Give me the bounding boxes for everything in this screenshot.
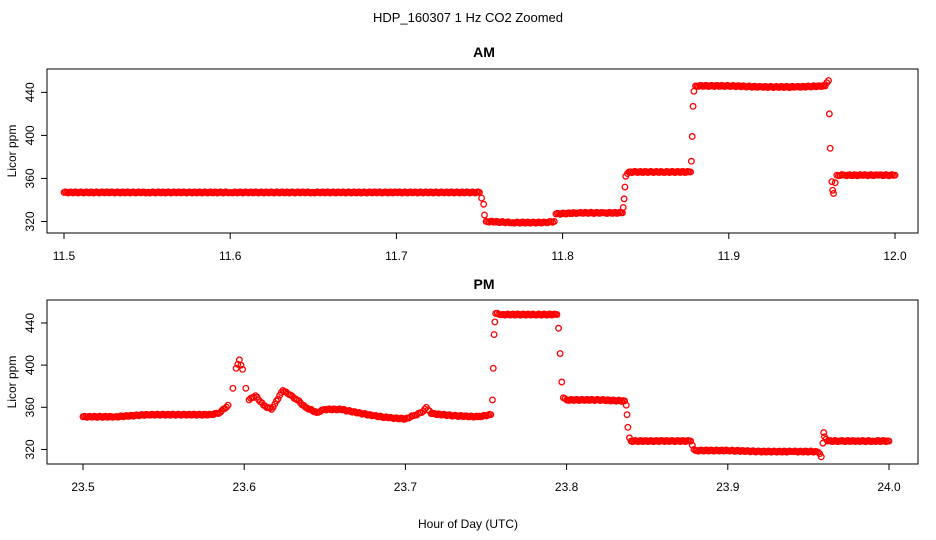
panel-title-am: AM [473, 44, 495, 60]
data-point [488, 396, 496, 404]
y-tick-label: 440 [23, 82, 37, 102]
data-point [266, 404, 274, 412]
y-tick-label: 320 [23, 439, 37, 459]
data-point [688, 441, 696, 449]
data-point [621, 397, 629, 405]
data-point [619, 204, 627, 211]
data-point [621, 183, 629, 191]
plot-frame-pm [46, 299, 919, 465]
data-point [814, 448, 822, 456]
y-tick-label: 400 [23, 125, 37, 145]
data-point [891, 171, 899, 179]
x-axis-label: Hour of Day (UTC) [418, 517, 518, 531]
data-point [491, 318, 499, 326]
data-point [224, 401, 232, 409]
data-point [481, 211, 488, 219]
x-tick-label: 11.5 [53, 249, 76, 263]
x-tick-label: 11.6 [219, 249, 242, 263]
x-tick-label: 24.0 [877, 480, 901, 494]
data-point [490, 331, 498, 339]
x-tick-label: 23.8 [555, 480, 579, 494]
data-point [829, 186, 837, 194]
data-point [478, 194, 486, 202]
data-point [476, 188, 483, 196]
data-point [550, 218, 558, 225]
data-point [825, 110, 833, 118]
y-tick-label: 320 [23, 211, 37, 231]
data-point [687, 157, 695, 165]
x-tick-label: 11.9 [718, 249, 741, 263]
x-axis-pm: 23.5 23.6 23.7 23.8 23.9 24.0 [71, 463, 901, 494]
data-point [237, 361, 245, 369]
y-tick-label: 440 [23, 313, 37, 333]
data-point [687, 437, 695, 445]
x-tick-label: 23.6 [233, 480, 257, 494]
data-point [252, 392, 259, 400]
data-point [624, 423, 632, 431]
data-point [556, 350, 564, 357]
x-tick-label: 23.7 [394, 480, 418, 494]
data-point [489, 364, 497, 372]
data-point [688, 133, 696, 140]
x-tick-label: 23.9 [716, 480, 740, 494]
panel-title-pm: PM [474, 276, 495, 292]
data-point [831, 179, 839, 187]
data-point [232, 364, 240, 372]
y-tick-label: 360 [23, 397, 37, 417]
data-point [234, 360, 242, 368]
x-tick-label: 11.7 [385, 249, 408, 263]
plot-frame-am [46, 68, 919, 234]
y-tick-label: 360 [23, 168, 37, 188]
x-axis-am: 11.5 11.6 11.7 11.8 11.9 12.0 [53, 232, 907, 263]
data-point [480, 200, 488, 208]
data-point [622, 401, 630, 409]
data-point [817, 453, 825, 461]
data-point [274, 395, 282, 403]
data-point [825, 77, 832, 84]
data-point [689, 102, 697, 110]
data-point [623, 411, 631, 419]
x-tick-label: 11.8 [551, 249, 574, 263]
data-point [229, 384, 237, 392]
y-axis-label-pm: Licor ppm [5, 356, 19, 409]
data-point [885, 437, 893, 445]
x-tick-label: 12.0 [883, 249, 907, 263]
panel-am: AM 11.5 11.6 11.7 11.8 11.9 12.0 320 360 400 440… [5, 44, 919, 263]
y-tick-label: 400 [23, 355, 37, 375]
data-point [687, 168, 695, 176]
data-point [826, 144, 834, 152]
data-point [620, 195, 628, 203]
data-point [558, 378, 566, 386]
series-am-points [60, 77, 899, 227]
data-point [828, 178, 836, 186]
figure-title: HDP_160307 1 Hz CO2 Zoomed [373, 10, 563, 25]
data-point [239, 365, 247, 373]
data-point [830, 190, 837, 197]
panel-pm: PM 23.5 23.6 23.7 23.8 23.9 24.0 320 360 400 440… [5, 276, 919, 494]
data-point [555, 324, 562, 332]
data-point [553, 311, 561, 318]
y-axis-pm: 320 360 400 440 [23, 313, 48, 459]
y-axis-label-am: Licor ppm [5, 125, 19, 178]
x-tick-label: 23.5 [71, 480, 95, 494]
data-point [820, 429, 828, 437]
series-pm-points [79, 309, 893, 461]
y-axis-am: 320 360 400 440 [23, 82, 48, 231]
data-point [242, 384, 250, 392]
data-point [487, 411, 495, 419]
